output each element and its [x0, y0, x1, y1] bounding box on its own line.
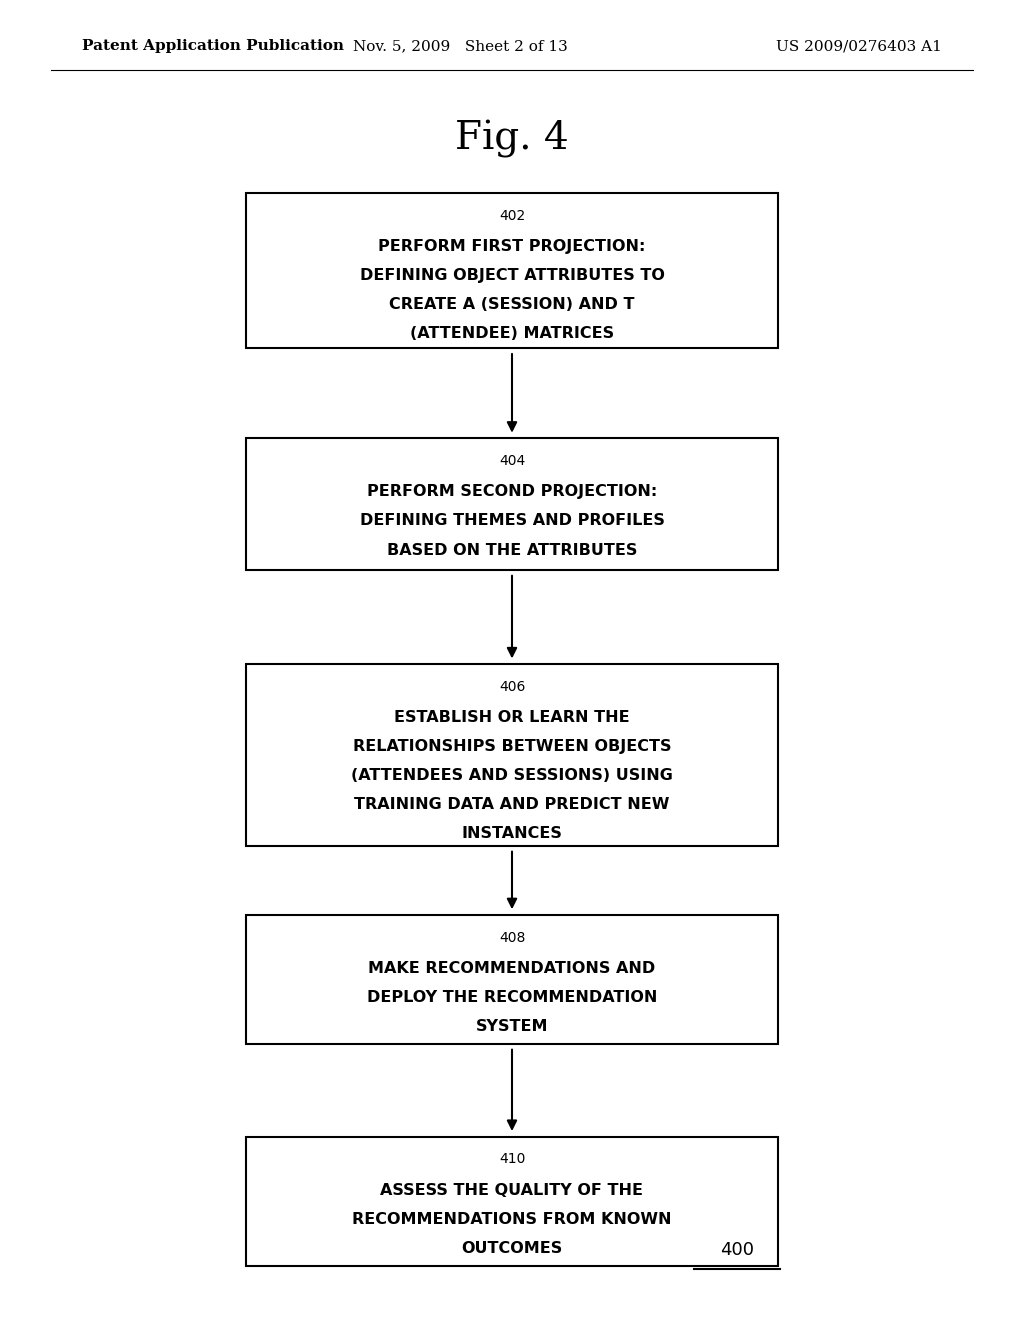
- Text: Fig. 4: Fig. 4: [455, 120, 569, 157]
- Text: INSTANCES: INSTANCES: [462, 826, 562, 841]
- Text: 404: 404: [499, 454, 525, 469]
- Text: 410: 410: [499, 1152, 525, 1167]
- Text: RELATIONSHIPS BETWEEN OBJECTS: RELATIONSHIPS BETWEEN OBJECTS: [352, 739, 672, 754]
- Text: TRAINING DATA AND PREDICT NEW: TRAINING DATA AND PREDICT NEW: [354, 797, 670, 812]
- Text: (ATTENDEES AND SESSIONS) USING: (ATTENDEES AND SESSIONS) USING: [351, 768, 673, 783]
- Text: 402: 402: [499, 209, 525, 223]
- Text: (ATTENDEE) MATRICES: (ATTENDEE) MATRICES: [410, 326, 614, 341]
- Text: 408: 408: [499, 931, 525, 945]
- Text: DEPLOY THE RECOMMENDATION: DEPLOY THE RECOMMENDATION: [367, 990, 657, 1005]
- Text: 400: 400: [720, 1241, 755, 1259]
- FancyBboxPatch shape: [246, 1137, 778, 1266]
- Text: PERFORM FIRST PROJECTION:: PERFORM FIRST PROJECTION:: [378, 239, 646, 253]
- Text: Patent Application Publication: Patent Application Publication: [82, 40, 344, 53]
- Text: ASSESS THE QUALITY OF THE: ASSESS THE QUALITY OF THE: [381, 1183, 643, 1197]
- Text: US 2009/0276403 A1: US 2009/0276403 A1: [776, 40, 942, 53]
- FancyBboxPatch shape: [246, 438, 778, 570]
- Text: DEFINING OBJECT ATTRIBUTES TO: DEFINING OBJECT ATTRIBUTES TO: [359, 268, 665, 282]
- Text: OUTCOMES: OUTCOMES: [462, 1241, 562, 1255]
- Text: PERFORM SECOND PROJECTION:: PERFORM SECOND PROJECTION:: [367, 484, 657, 499]
- Text: MAKE RECOMMENDATIONS AND: MAKE RECOMMENDATIONS AND: [369, 961, 655, 975]
- Text: CREATE A (SESSION) AND T: CREATE A (SESSION) AND T: [389, 297, 635, 312]
- Text: SYSTEM: SYSTEM: [476, 1019, 548, 1034]
- Text: Nov. 5, 2009   Sheet 2 of 13: Nov. 5, 2009 Sheet 2 of 13: [353, 40, 568, 53]
- FancyBboxPatch shape: [246, 193, 778, 348]
- FancyBboxPatch shape: [246, 664, 778, 846]
- FancyBboxPatch shape: [246, 915, 778, 1044]
- Text: RECOMMENDATIONS FROM KNOWN: RECOMMENDATIONS FROM KNOWN: [352, 1212, 672, 1226]
- Text: DEFINING THEMES AND PROFILES: DEFINING THEMES AND PROFILES: [359, 513, 665, 528]
- Text: ESTABLISH OR LEARN THE: ESTABLISH OR LEARN THE: [394, 710, 630, 725]
- Text: BASED ON THE ATTRIBUTES: BASED ON THE ATTRIBUTES: [387, 543, 637, 557]
- Text: 406: 406: [499, 680, 525, 694]
